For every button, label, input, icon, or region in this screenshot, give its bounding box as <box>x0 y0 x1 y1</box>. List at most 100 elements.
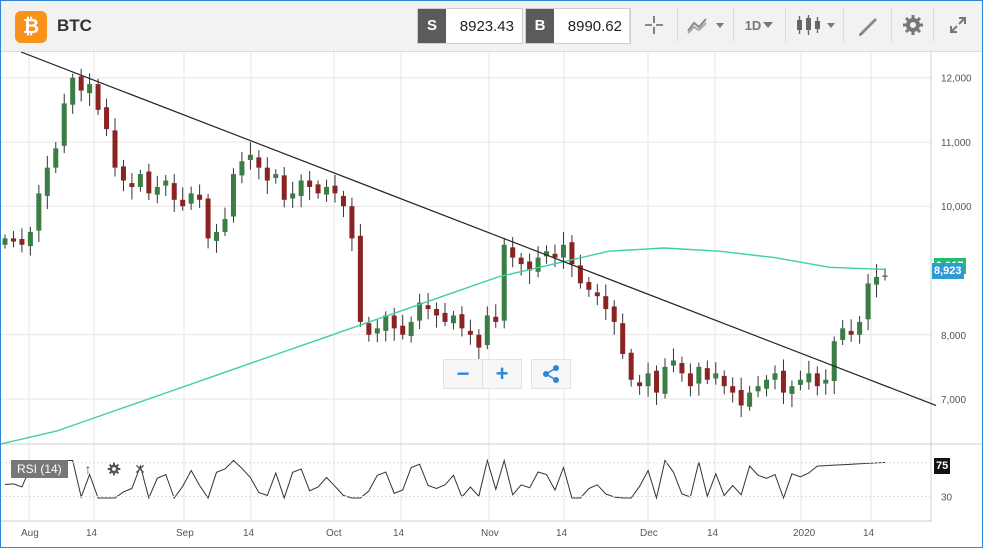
candle-body <box>442 312 448 322</box>
price-tick-label: 8,000 <box>941 331 966 342</box>
zoom-in-button[interactable]: + <box>482 359 522 389</box>
candle-body <box>230 174 236 217</box>
candle-body <box>290 193 296 199</box>
candle-body <box>713 373 719 379</box>
candle-body <box>400 325 406 335</box>
candle-body <box>239 161 245 176</box>
sell-quote[interactable]: S 8923.43 <box>417 8 523 44</box>
buy-quote[interactable]: B 8990.62 <box>525 8 631 44</box>
candle-body <box>493 316 499 322</box>
candle-body <box>560 244 566 258</box>
candle-body <box>298 180 304 196</box>
candle-body <box>738 390 744 406</box>
candle-body <box>70 77 76 105</box>
price-tick-label: 11,000 <box>941 138 971 149</box>
candle-body <box>374 328 380 334</box>
candle-body <box>315 184 321 194</box>
trendline[interactable] <box>20 51 937 407</box>
candle-body <box>704 368 710 380</box>
candle-body <box>417 302 423 321</box>
chart-area[interactable]: 12,000 11,000 10,000 8,000 7,000 30 Aug 14 Sep… <box>1 51 982 547</box>
share-button[interactable] <box>531 359 571 389</box>
candle-body <box>44 167 50 196</box>
candle-body <box>281 175 287 200</box>
candle-body <box>831 341 837 382</box>
candle-body <box>53 148 59 168</box>
time-tick-label: Nov <box>481 528 499 539</box>
close-icon[interactable]: ✕ <box>134 461 146 477</box>
price-tick-label: 10,000 <box>941 202 972 213</box>
candle-body <box>780 370 786 393</box>
price-tick-label: 12,000 <box>941 74 972 85</box>
arrow-up-icon[interactable]: ↑ <box>84 461 92 477</box>
expand-button[interactable] <box>933 8 982 42</box>
time-tick-label: 14 <box>863 528 875 539</box>
candle-body <box>814 373 820 387</box>
candle-body <box>307 180 313 187</box>
candle-body <box>535 257 541 272</box>
candle-body <box>730 386 736 393</box>
minus-icon: − <box>456 361 470 386</box>
candle-body <box>104 107 110 130</box>
candle-body <box>467 330 473 335</box>
time-tick-label: 14 <box>393 528 405 539</box>
crosshair-button[interactable] <box>629 8 678 42</box>
drawing-tool-icon <box>859 18 877 36</box>
settings-button[interactable] <box>891 8 934 42</box>
interval-label: 1D <box>744 17 762 33</box>
candlestick-button[interactable] <box>785 8 844 42</box>
candle-body <box>112 130 118 168</box>
candle-body <box>366 323 372 335</box>
candle-body <box>797 379 803 385</box>
time-tick-label: Dec <box>640 528 658 539</box>
rsi-line <box>4 458 886 500</box>
chart-type-button[interactable] <box>677 8 734 42</box>
candle-body <box>552 253 558 258</box>
drawing-tool-button[interactable] <box>843 8 892 42</box>
share-icon <box>543 365 559 383</box>
time-tick-label: Sep <box>176 528 194 539</box>
interval-dropdown[interactable]: 1D <box>733 8 786 42</box>
candle-body <box>645 373 651 387</box>
candle-body <box>27 231 33 247</box>
zoom-out-button[interactable]: − <box>443 359 483 389</box>
candle-body <box>484 315 490 346</box>
candle-body <box>214 231 220 241</box>
candle-body <box>594 292 600 297</box>
rsi-settings-button[interactable] <box>105 460 123 478</box>
candle-body <box>264 167 270 181</box>
rsi-indicator-label[interactable]: RSI (14) <box>11 460 68 478</box>
candle-body <box>586 282 592 290</box>
gear-icon <box>107 462 121 476</box>
price-chart[interactable]: 12,000 11,000 10,000 8,000 7,000 30 Aug 14 Sep… <box>1 51 982 547</box>
candle-body <box>163 180 169 186</box>
candle-body <box>527 261 533 271</box>
buy-label: B <box>526 9 554 43</box>
candle-body <box>721 375 727 387</box>
expand-icon <box>950 17 966 33</box>
time-tick-label: 14 <box>556 528 568 539</box>
candle-body <box>670 360 676 366</box>
candle-body <box>806 373 812 383</box>
candle-body <box>518 257 524 265</box>
candle-body <box>662 366 668 394</box>
candle-body <box>188 193 194 204</box>
toolbar: ₿ BTC S 8923.43 B 8990.62 1D <box>1 1 982 52</box>
candle-body <box>696 366 702 384</box>
candle-body <box>425 305 431 310</box>
candle-body <box>137 174 143 187</box>
candle-body <box>603 296 609 310</box>
buy-price: 8990.62 <box>567 17 622 35</box>
candle-body <box>171 183 177 200</box>
candle-body <box>569 242 575 265</box>
candle-body <box>882 275 888 277</box>
candle-body <box>10 238 16 242</box>
candle-body <box>865 283 871 320</box>
candle-body <box>848 330 854 335</box>
candle-body <box>2 238 8 245</box>
chart-type-icon <box>687 18 724 34</box>
candle-body <box>357 235 363 322</box>
candle-body <box>129 183 135 187</box>
time-tick-label: 14 <box>243 528 255 539</box>
